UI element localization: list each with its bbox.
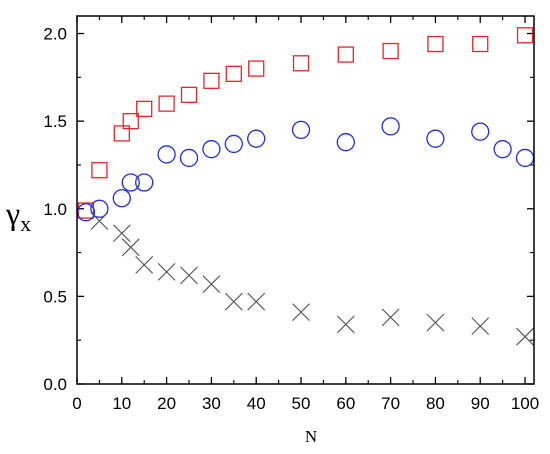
circle-marker — [224, 134, 243, 154]
circle-marker — [515, 148, 535, 168]
x-tick-label: 40 — [247, 394, 266, 413]
x-tick-label: 70 — [381, 394, 400, 413]
cross-marker — [157, 262, 176, 281]
circle-marker — [90, 199, 109, 218]
circle-marker — [381, 117, 400, 136]
x-tick-label: 60 — [336, 394, 355, 413]
y-axis-label: γx — [5, 195, 31, 236]
circle-marker — [336, 133, 355, 152]
square-marker — [136, 100, 153, 118]
square-marker — [91, 162, 108, 179]
y-tick-label: 1.0 — [43, 200, 67, 219]
cross-marker — [180, 266, 198, 285]
cross-marker — [471, 317, 490, 336]
cross-marker — [202, 275, 221, 294]
square-marker — [292, 55, 310, 72]
y-axis-label-main: γ — [5, 195, 20, 231]
x-tick-label: 0 — [72, 394, 81, 413]
circle-marker — [471, 122, 490, 141]
cross-marker — [292, 303, 310, 322]
circle-marker — [291, 120, 311, 140]
y-tick-label: 2.0 — [43, 25, 67, 44]
x-tick-label: 100 — [511, 394, 539, 413]
x-axis-ticks: 0 10 20 30 40 50 60 70 80 90 100 — [72, 16, 539, 413]
cross-marker — [121, 238, 140, 257]
square-marker — [180, 86, 198, 104]
cross-marker — [336, 315, 355, 334]
data-points — [76, 27, 535, 346]
cross-marker — [381, 308, 400, 327]
cross-marker — [247, 292, 266, 311]
cross-marker — [135, 255, 154, 274]
square-marker — [122, 112, 139, 130]
square-marker — [203, 72, 220, 89]
square-marker — [472, 35, 489, 53]
cross-marker — [90, 212, 109, 230]
x-tick-label: 80 — [426, 394, 445, 413]
circle-marker — [426, 129, 445, 148]
square-marker — [382, 42, 399, 60]
y-tick-label: 1.5 — [43, 112, 67, 131]
cross-marker — [516, 327, 534, 346]
y-tick-label: 0.0 — [43, 375, 67, 394]
square-marker — [337, 46, 354, 63]
square-marker — [427, 35, 444, 53]
square-marker — [113, 125, 130, 142]
y-tick-label: 0.5 — [43, 287, 67, 306]
square-marker — [248, 60, 265, 77]
square-marker — [225, 65, 242, 82]
x-tick-label: 90 — [471, 394, 490, 413]
x-tick-label: 10 — [112, 394, 131, 413]
circle-marker — [135, 173, 154, 192]
circle-marker — [202, 140, 221, 159]
cross-marker — [112, 224, 131, 243]
circle-marker — [247, 129, 266, 148]
x-axis-label: N — [305, 427, 317, 446]
square-marker — [516, 27, 534, 44]
x-tick-label: 30 — [202, 394, 221, 413]
square-marker — [77, 202, 95, 219]
x-tick-label: 20 — [157, 394, 176, 413]
circle-marker — [157, 145, 176, 164]
y-axis-ticks: 0.0 0.5 1.0 1.5 2.0 — [43, 25, 534, 394]
cross-marker — [224, 292, 243, 311]
circle-marker — [493, 140, 512, 159]
cross-marker — [426, 313, 445, 332]
y-axis-label-subscript: x — [20, 211, 31, 236]
plot-frame — [76, 15, 535, 385]
circle-marker — [179, 148, 199, 168]
x-tick-label: 50 — [292, 394, 311, 413]
circle-marker — [121, 173, 140, 192]
circle-marker — [112, 189, 131, 208]
square-marker — [158, 95, 175, 112]
